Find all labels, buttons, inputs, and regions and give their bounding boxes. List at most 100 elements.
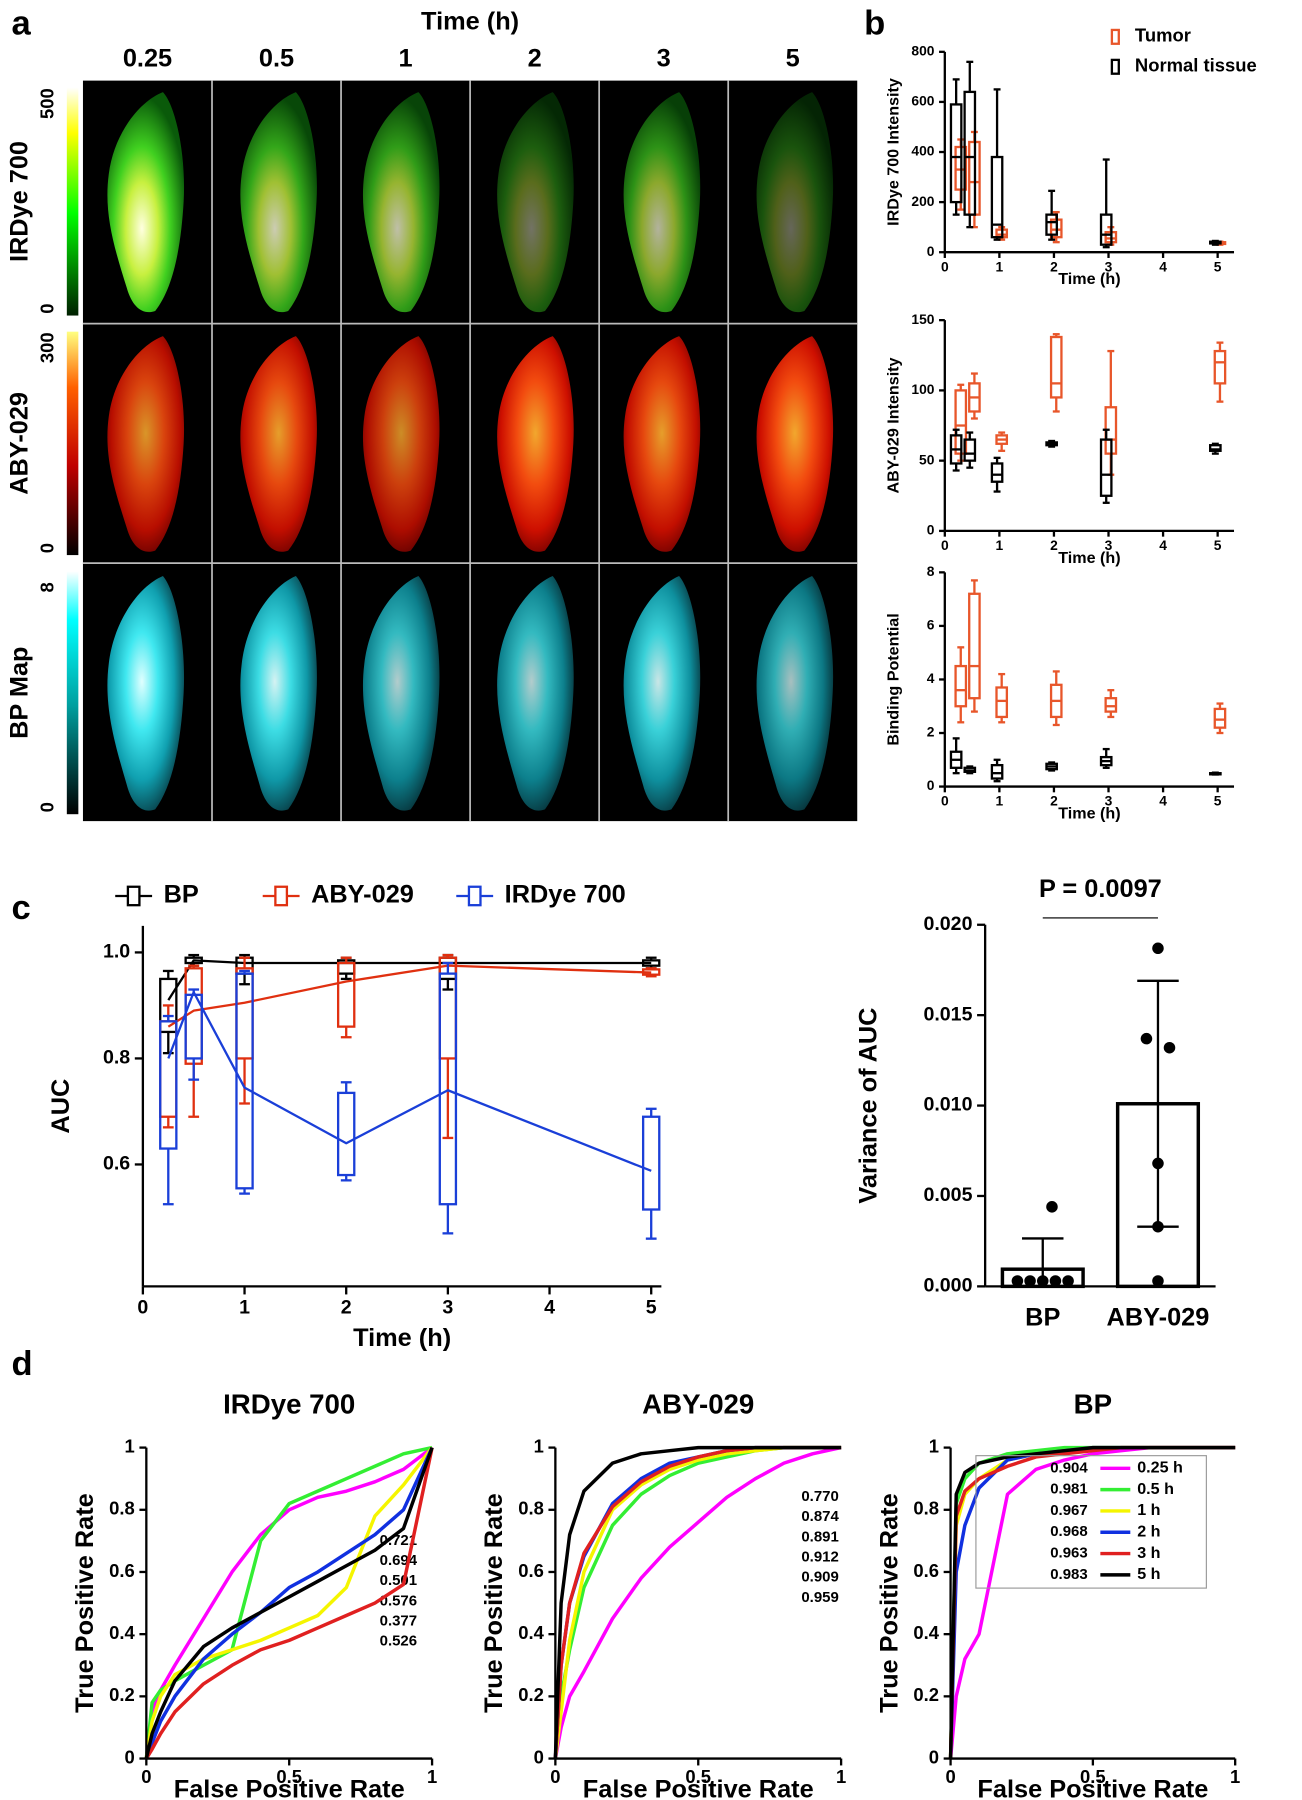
x-tick-label: 0	[137, 1296, 148, 1318]
series-line	[553, 1445, 842, 1759]
auc-label: 0.874	[801, 1508, 839, 1525]
column-header: 5	[786, 45, 800, 73]
x-tick-label: 1	[996, 258, 1004, 274]
x-tick-label: 4	[1159, 793, 1167, 809]
x-tick-label: 3	[1105, 258, 1113, 274]
box	[641, 1115, 661, 1211]
y-tick-label: 0	[534, 1746, 544, 1767]
x-tick-label: 5	[1214, 537, 1222, 553]
panel-label: a	[12, 4, 32, 42]
y-axis-label: IRDye 700 Intensity	[884, 78, 902, 226]
y-tick-label: 0	[929, 1746, 939, 1767]
y-tick-label: 0.6	[103, 1153, 130, 1175]
series-line	[167, 964, 652, 1028]
y-tick-label: 0.4	[109, 1622, 135, 1643]
y-tick-label: 600	[911, 93, 934, 109]
series-line	[948, 1445, 1236, 1759]
x-tick-label: 1	[1230, 1766, 1240, 1787]
y-tick-label: 0.015	[923, 1003, 972, 1025]
auc-label: 0.721	[380, 1532, 417, 1549]
row-label: BP Map	[5, 647, 33, 739]
tissue-image	[362, 92, 440, 313]
x-tick-label: 0.5	[276, 1766, 302, 1787]
series-line	[553, 1445, 842, 1759]
tissue-image	[623, 92, 701, 313]
tissue-image	[240, 576, 317, 811]
x-axis-label: Time (h)	[1058, 549, 1120, 567]
x-tick-label: 4	[1159, 258, 1167, 274]
box	[949, 103, 963, 204]
colorbar-tick-label: 0	[36, 543, 57, 553]
tissue-image	[362, 576, 440, 811]
x-tick-label: 4	[1159, 537, 1167, 553]
panel-label: c	[12, 889, 31, 927]
x-tick-label: ABY-029	[1107, 1303, 1210, 1331]
y-tick-label: 2	[927, 724, 935, 740]
chart-title: IRDye 700	[223, 1388, 355, 1419]
y-tick-label: 6	[927, 617, 935, 633]
y-tick-label: 0.4	[518, 1622, 544, 1643]
series-line	[553, 1445, 842, 1759]
x-tick-label: 1	[996, 793, 1004, 809]
box	[159, 977, 178, 1034]
x-axis-label: Time (h)	[1058, 804, 1120, 822]
y-tick-label: 0.8	[109, 1498, 135, 1519]
x-tick-label: 0.5	[685, 1766, 711, 1787]
legend-label: Tumor	[1135, 25, 1191, 46]
x-tick-label: 5	[646, 1296, 657, 1318]
tissue-image	[497, 336, 574, 552]
data-point	[1163, 1041, 1176, 1054]
box	[1209, 444, 1222, 452]
data-point	[1152, 1220, 1164, 1233]
data-point	[1140, 1032, 1153, 1045]
x-tick-label: 0	[550, 1766, 560, 1787]
box	[990, 763, 1004, 780]
series-line	[144, 1445, 433, 1759]
box	[159, 1020, 178, 1150]
legend-label: 3 h	[1137, 1544, 1160, 1562]
x-tick-label: 1	[427, 1766, 437, 1787]
box	[184, 967, 203, 1065]
x-tick-label: BP	[1025, 1303, 1060, 1331]
legend-label: Normal tissue	[1135, 55, 1257, 76]
legend-frame	[975, 1455, 1207, 1589]
series-line	[948, 1445, 1236, 1759]
y-tick-label: 0.6	[913, 1560, 939, 1581]
colorbar-tick-label: 500	[36, 88, 57, 119]
box	[990, 462, 1004, 483]
y-tick-label: 1	[534, 1435, 544, 1456]
y-axis-label: ABY-029 Intensity	[884, 357, 902, 493]
y-tick-label: 1.0	[103, 941, 130, 963]
box	[1045, 213, 1058, 236]
series-line	[553, 1445, 842, 1759]
annotation: P = 0.0097	[1039, 875, 1162, 903]
x-axis-label: False Positive Rate	[977, 1775, 1208, 1800]
x-tick-label: 1	[239, 1296, 250, 1318]
series-line	[948, 1445, 1236, 1759]
box	[1104, 697, 1118, 713]
box	[336, 1091, 356, 1177]
x-tick-label: 1	[836, 1766, 846, 1787]
data-point	[1152, 942, 1164, 955]
x-axis-label: False Positive Rate	[583, 1775, 814, 1800]
data-point	[1011, 1275, 1024, 1287]
auc-label: 0.526	[380, 1633, 417, 1650]
tissue-image	[756, 336, 834, 552]
x-tick-label: 3	[1105, 537, 1113, 553]
series-line	[948, 1445, 1236, 1759]
y-tick-label: 0	[927, 522, 935, 538]
legend-label: 5 h	[1137, 1565, 1160, 1583]
legend-label: 1 h	[1137, 1501, 1160, 1519]
y-axis-label: Variance of AUC	[855, 1008, 883, 1204]
y-tick-label: 200	[911, 193, 934, 209]
legend-label: 0.5 h	[1137, 1480, 1174, 1498]
colorbar-tick-label: 8	[36, 582, 57, 592]
x-tick-label: 5	[1214, 793, 1222, 809]
box	[1099, 213, 1113, 246]
colorbar-tick-label: 0	[36, 304, 57, 314]
series-line	[553, 1445, 842, 1759]
y-tick-label: 0	[927, 777, 935, 793]
box	[954, 664, 968, 708]
x-axis-label: False Positive Rate	[174, 1775, 405, 1800]
